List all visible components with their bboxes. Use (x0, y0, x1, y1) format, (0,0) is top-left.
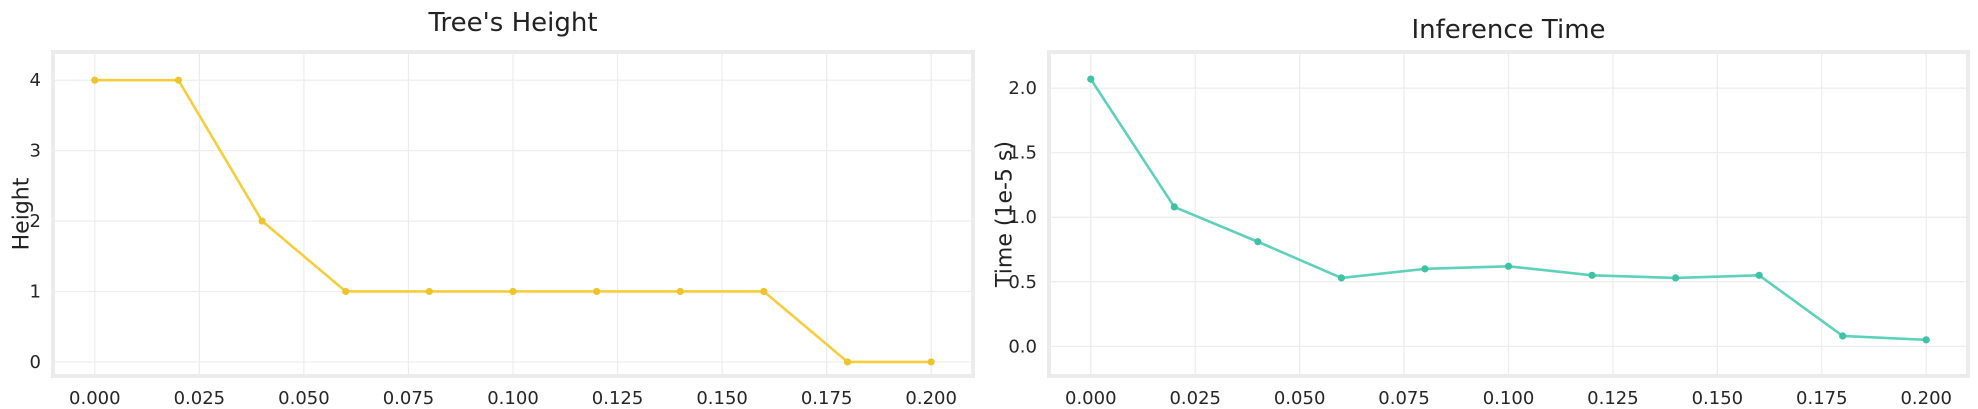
x-tick-label: 0.050 (278, 388, 330, 409)
y-tick-label: 1.0 (1008, 207, 1037, 228)
data-point (927, 358, 935, 366)
x-tick-label: 0.150 (1692, 388, 1744, 409)
data-point (1337, 274, 1346, 282)
data-point (91, 76, 99, 84)
data-point (1922, 336, 1930, 344)
x-tick-label: 0.200 (905, 388, 957, 409)
data-point (676, 287, 684, 296)
y-tick-label: 0 (30, 352, 41, 373)
y-tick-label: 0.0 (1008, 336, 1037, 357)
data-point (342, 287, 350, 296)
plot-frame (51, 50, 975, 378)
y-tick-label: 0.5 (1008, 272, 1037, 293)
data-point (1170, 203, 1178, 211)
plot-frame (1047, 50, 1970, 378)
x-tick-label: 0.125 (1587, 388, 1639, 409)
chart-2: 0.000 0.025 0.050 0.075 0.100 0.125 0.150 0.175… (993, 15, 1970, 409)
x-tick-label: 0.100 (1483, 388, 1535, 409)
y-tick-label: 2.0 (1008, 78, 1037, 99)
x-tick-label: 0.125 (592, 388, 644, 409)
data-point (509, 287, 517, 296)
y-tick-label: 1 (30, 281, 41, 302)
y-tick-label: 4 (30, 70, 41, 91)
y-axis-label: Height (10, 177, 35, 250)
y-axis-label: Time (1e-5 s) (993, 141, 1018, 288)
data-point (843, 358, 852, 366)
chart-1: 0.000 0.025 0.050 0.075 0.100 0.125 0.150 0.175… (10, 8, 975, 409)
chart-title: Tree's Height (427, 8, 597, 38)
data-point (760, 287, 768, 296)
x-tick-label: 0.175 (801, 388, 853, 409)
y-tick-label: 1.5 (1008, 143, 1037, 164)
data-point (1421, 265, 1429, 273)
data-point (1254, 238, 1262, 246)
x-tick-label: 0.200 (1900, 388, 1952, 409)
x-tick-label: 0.025 (174, 388, 226, 409)
x-tick-label: 0.000 (1065, 388, 1117, 409)
x-tick-label: 0.050 (1274, 388, 1326, 409)
x-tick-label: 0.150 (696, 388, 748, 409)
data-point (1755, 271, 1763, 279)
x-tick-label: 0.075 (1378, 388, 1430, 409)
x-tick-label: 0.025 (1169, 388, 1221, 409)
x-tick-label: 0.100 (487, 388, 539, 409)
x-tick-label: 0.075 (383, 388, 435, 409)
data-point (1671, 274, 1680, 282)
x-tick-label: 0.175 (1796, 388, 1848, 409)
data-point (1087, 75, 1095, 83)
data-point (174, 76, 183, 84)
data-point (258, 217, 266, 225)
x-tick-label: 0.000 (69, 388, 121, 409)
y-tick-label: 2 (30, 211, 41, 232)
data-point (1839, 332, 1847, 340)
data-point (1588, 271, 1596, 279)
data-point (425, 287, 433, 296)
data-point (1504, 262, 1513, 270)
data-point (593, 287, 601, 296)
chart-title: Inference Time (1411, 15, 1605, 45)
y-tick-label: 3 (30, 141, 41, 162)
